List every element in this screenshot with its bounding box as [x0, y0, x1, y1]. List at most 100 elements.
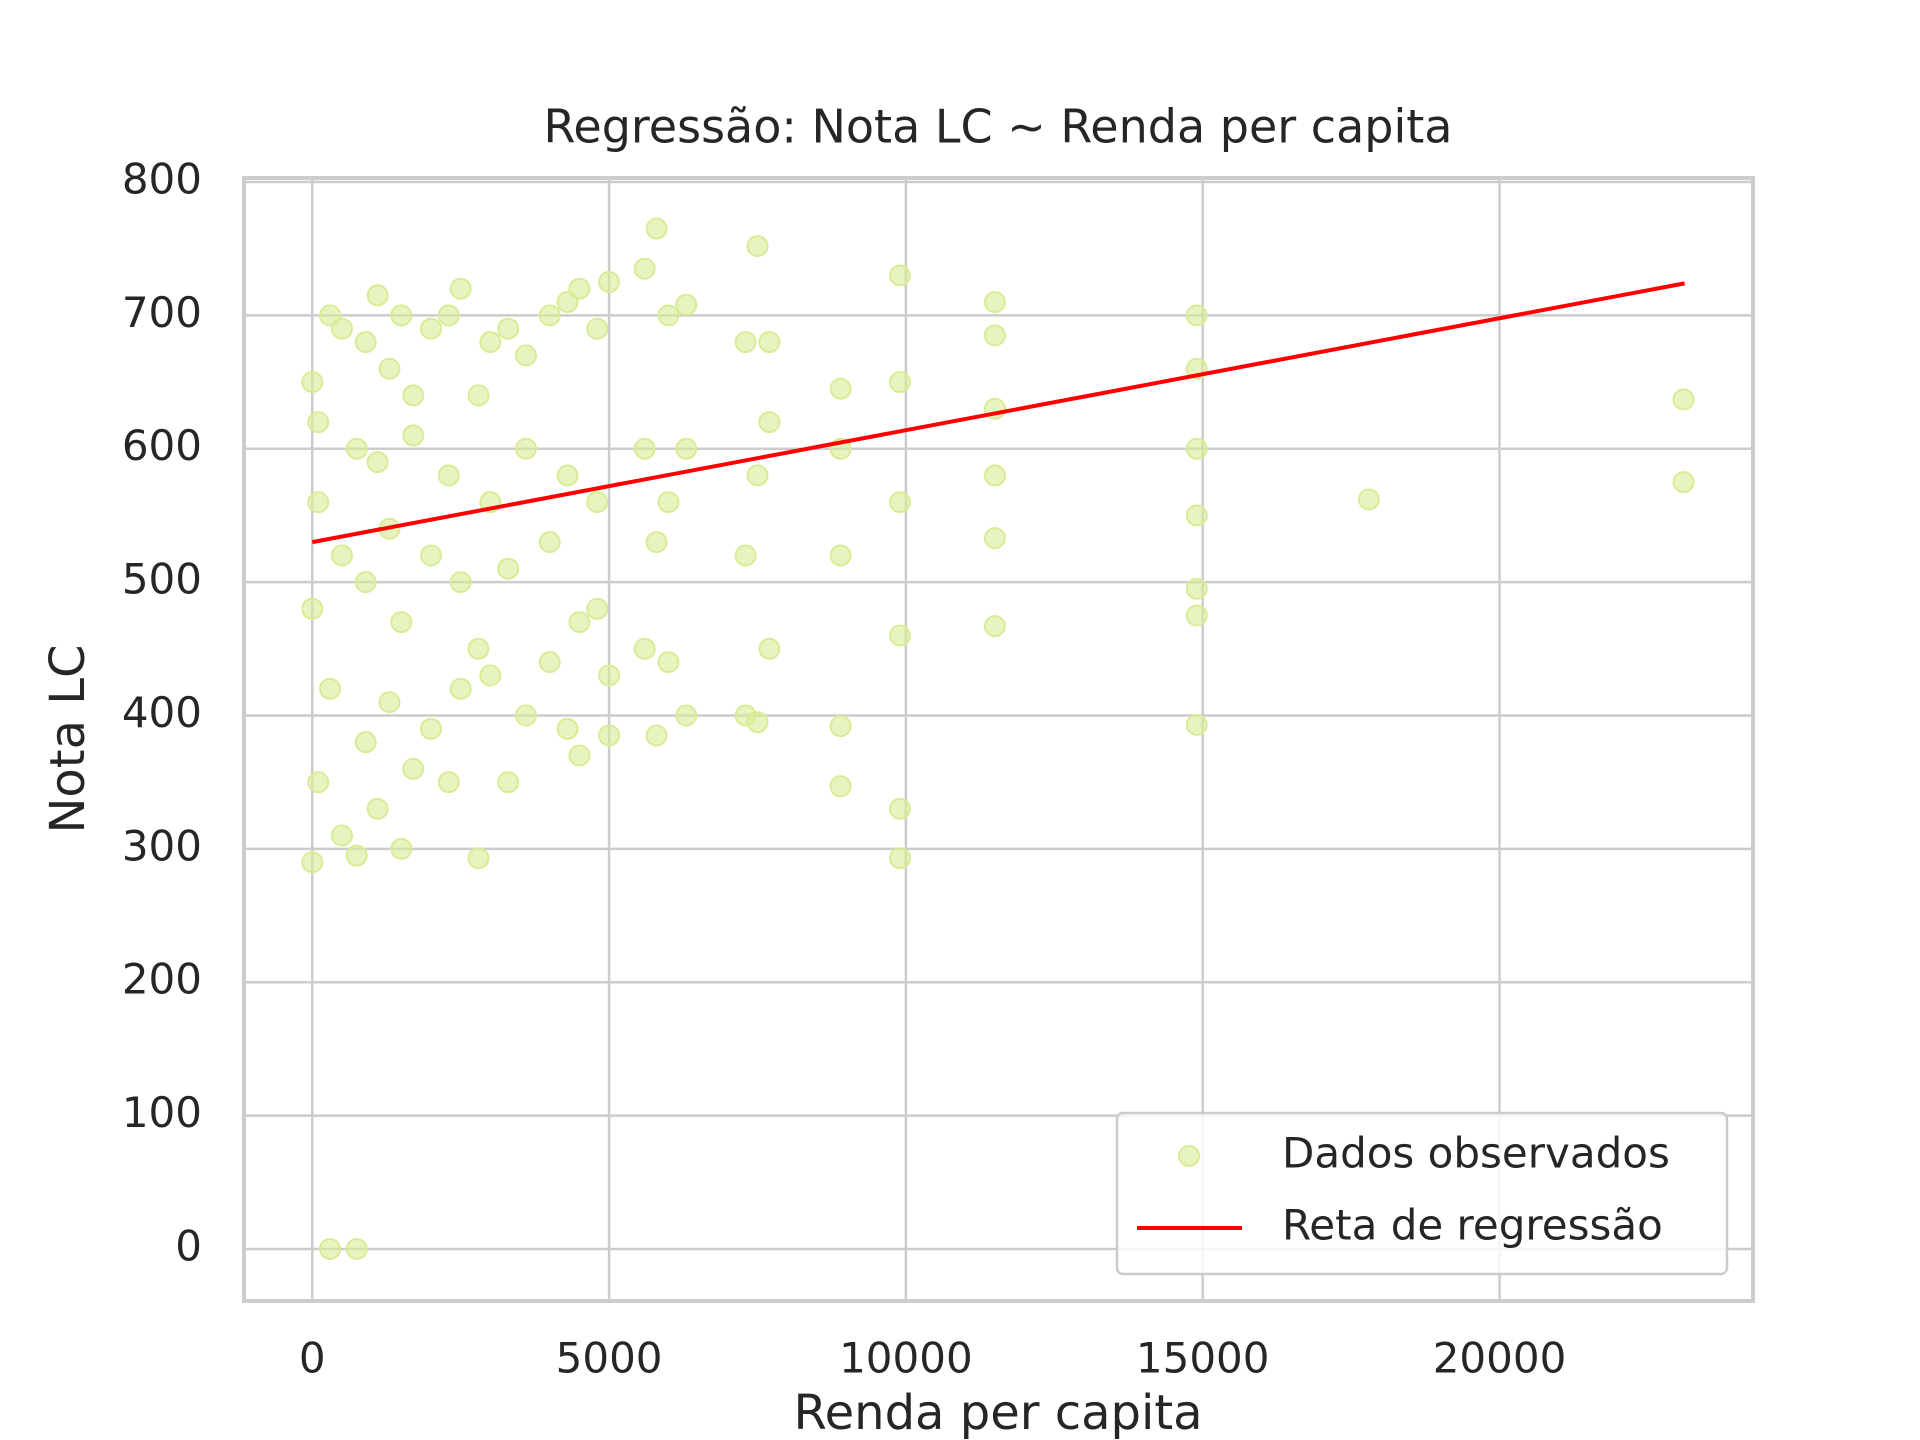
scatter-point	[568, 277, 591, 300]
scatter-point	[888, 264, 911, 287]
scatter-point	[556, 717, 579, 740]
scatter-point	[479, 331, 502, 354]
x-axis-label: Renda per capita	[793, 1385, 1202, 1440]
scatter-point	[538, 531, 561, 554]
legend-label: Reta de regressão	[1282, 1201, 1663, 1250]
scatter-point	[366, 451, 389, 474]
x-tick-label: 0	[299, 1334, 326, 1383]
scatter-point	[330, 544, 353, 567]
legend-marker	[1178, 1145, 1200, 1167]
scatter-point	[402, 757, 425, 780]
scatter-point	[514, 704, 537, 727]
scatter-point	[1185, 713, 1208, 736]
scatter-point	[345, 1237, 368, 1260]
scatter-point	[633, 437, 656, 460]
scatter-point	[378, 357, 401, 380]
y-tick-label: 600	[122, 421, 202, 470]
scatter-point	[467, 637, 490, 660]
scatter-point	[1185, 604, 1208, 627]
legend-box	[1115, 1111, 1729, 1276]
scatter-point	[568, 611, 591, 634]
scatter-point	[888, 491, 911, 514]
scatter-point	[449, 571, 472, 594]
scatter-point	[734, 331, 757, 354]
scatter-point	[437, 464, 460, 487]
plot-frame	[242, 176, 1755, 1303]
scatter-point	[657, 491, 680, 514]
scatter-point	[598, 664, 621, 687]
scatter-point	[330, 824, 353, 847]
scatter-point	[366, 284, 389, 307]
scatter-point	[467, 384, 490, 407]
scatter-point	[1672, 388, 1695, 411]
scatter-point	[983, 615, 1006, 638]
y-axis-label: Nota LC	[40, 644, 96, 833]
y-tick-label: 300	[122, 821, 202, 870]
y-tick-label: 100	[122, 1088, 202, 1137]
y-tick-label: 200	[122, 955, 202, 1004]
scatter-point	[829, 775, 852, 798]
scatter-point	[1357, 488, 1380, 511]
x-tick-label: 10000	[839, 1334, 973, 1383]
scatter-point	[402, 424, 425, 447]
y-tick-label: 700	[122, 288, 202, 337]
scatter-point	[319, 1237, 342, 1260]
scatter-point	[307, 411, 330, 434]
x-tick-label: 15000	[1136, 1334, 1270, 1383]
scatter-point	[758, 331, 781, 354]
x-tick-label: 5000	[556, 1334, 663, 1383]
scatter-point	[598, 271, 621, 294]
scatter-point	[568, 744, 591, 767]
scatter-point	[307, 771, 330, 794]
scatter-point	[746, 711, 769, 734]
scatter-point	[497, 557, 520, 580]
scatter-point	[1185, 504, 1208, 527]
scatter-point	[390, 837, 413, 860]
scatter-point	[330, 317, 353, 340]
scatter-point	[307, 491, 330, 514]
scatter-point	[983, 527, 1006, 550]
scatter-point	[497, 317, 520, 340]
scatter-point	[301, 597, 324, 620]
scatter-point	[538, 651, 561, 674]
scatter-point	[829, 715, 852, 738]
scatter-point	[657, 304, 680, 327]
scatter-point	[746, 464, 769, 487]
scatter-point	[675, 293, 698, 316]
scatter-point	[354, 331, 377, 354]
scatter-point	[734, 544, 757, 567]
scatter-point	[586, 597, 609, 620]
scatter-point	[301, 371, 324, 394]
scatter-point	[675, 437, 698, 460]
scatter-point	[746, 235, 769, 258]
scatter-point	[675, 704, 698, 727]
scatter-point	[888, 797, 911, 820]
scatter-point	[378, 691, 401, 714]
scatter-point	[586, 491, 609, 514]
scatter-point	[888, 371, 911, 394]
scatter-point	[1185, 577, 1208, 600]
scatter-point	[437, 304, 460, 327]
scatter-point	[983, 464, 1006, 487]
scatter-point	[1185, 437, 1208, 460]
scatter-point	[983, 291, 1006, 314]
scatter-point	[319, 677, 342, 700]
scatter-point	[514, 437, 537, 460]
regression-line	[311, 281, 1685, 545]
scatter-point	[449, 277, 472, 300]
scatter-point	[829, 544, 852, 567]
scatter-point	[390, 611, 413, 634]
scatter-point	[497, 771, 520, 794]
scatter-point	[829, 377, 852, 400]
scatter-point	[586, 317, 609, 340]
scatter-point	[758, 411, 781, 434]
scatter-point	[633, 637, 656, 660]
scatter-point	[645, 724, 668, 747]
scatter-point	[538, 304, 561, 327]
scatter-point	[354, 731, 377, 754]
scatter-point	[419, 544, 442, 567]
chart-title: Regressão: Nota LC ~ Renda per capita	[544, 100, 1453, 154]
scatter-point	[366, 797, 389, 820]
scatter-point	[1672, 471, 1695, 494]
